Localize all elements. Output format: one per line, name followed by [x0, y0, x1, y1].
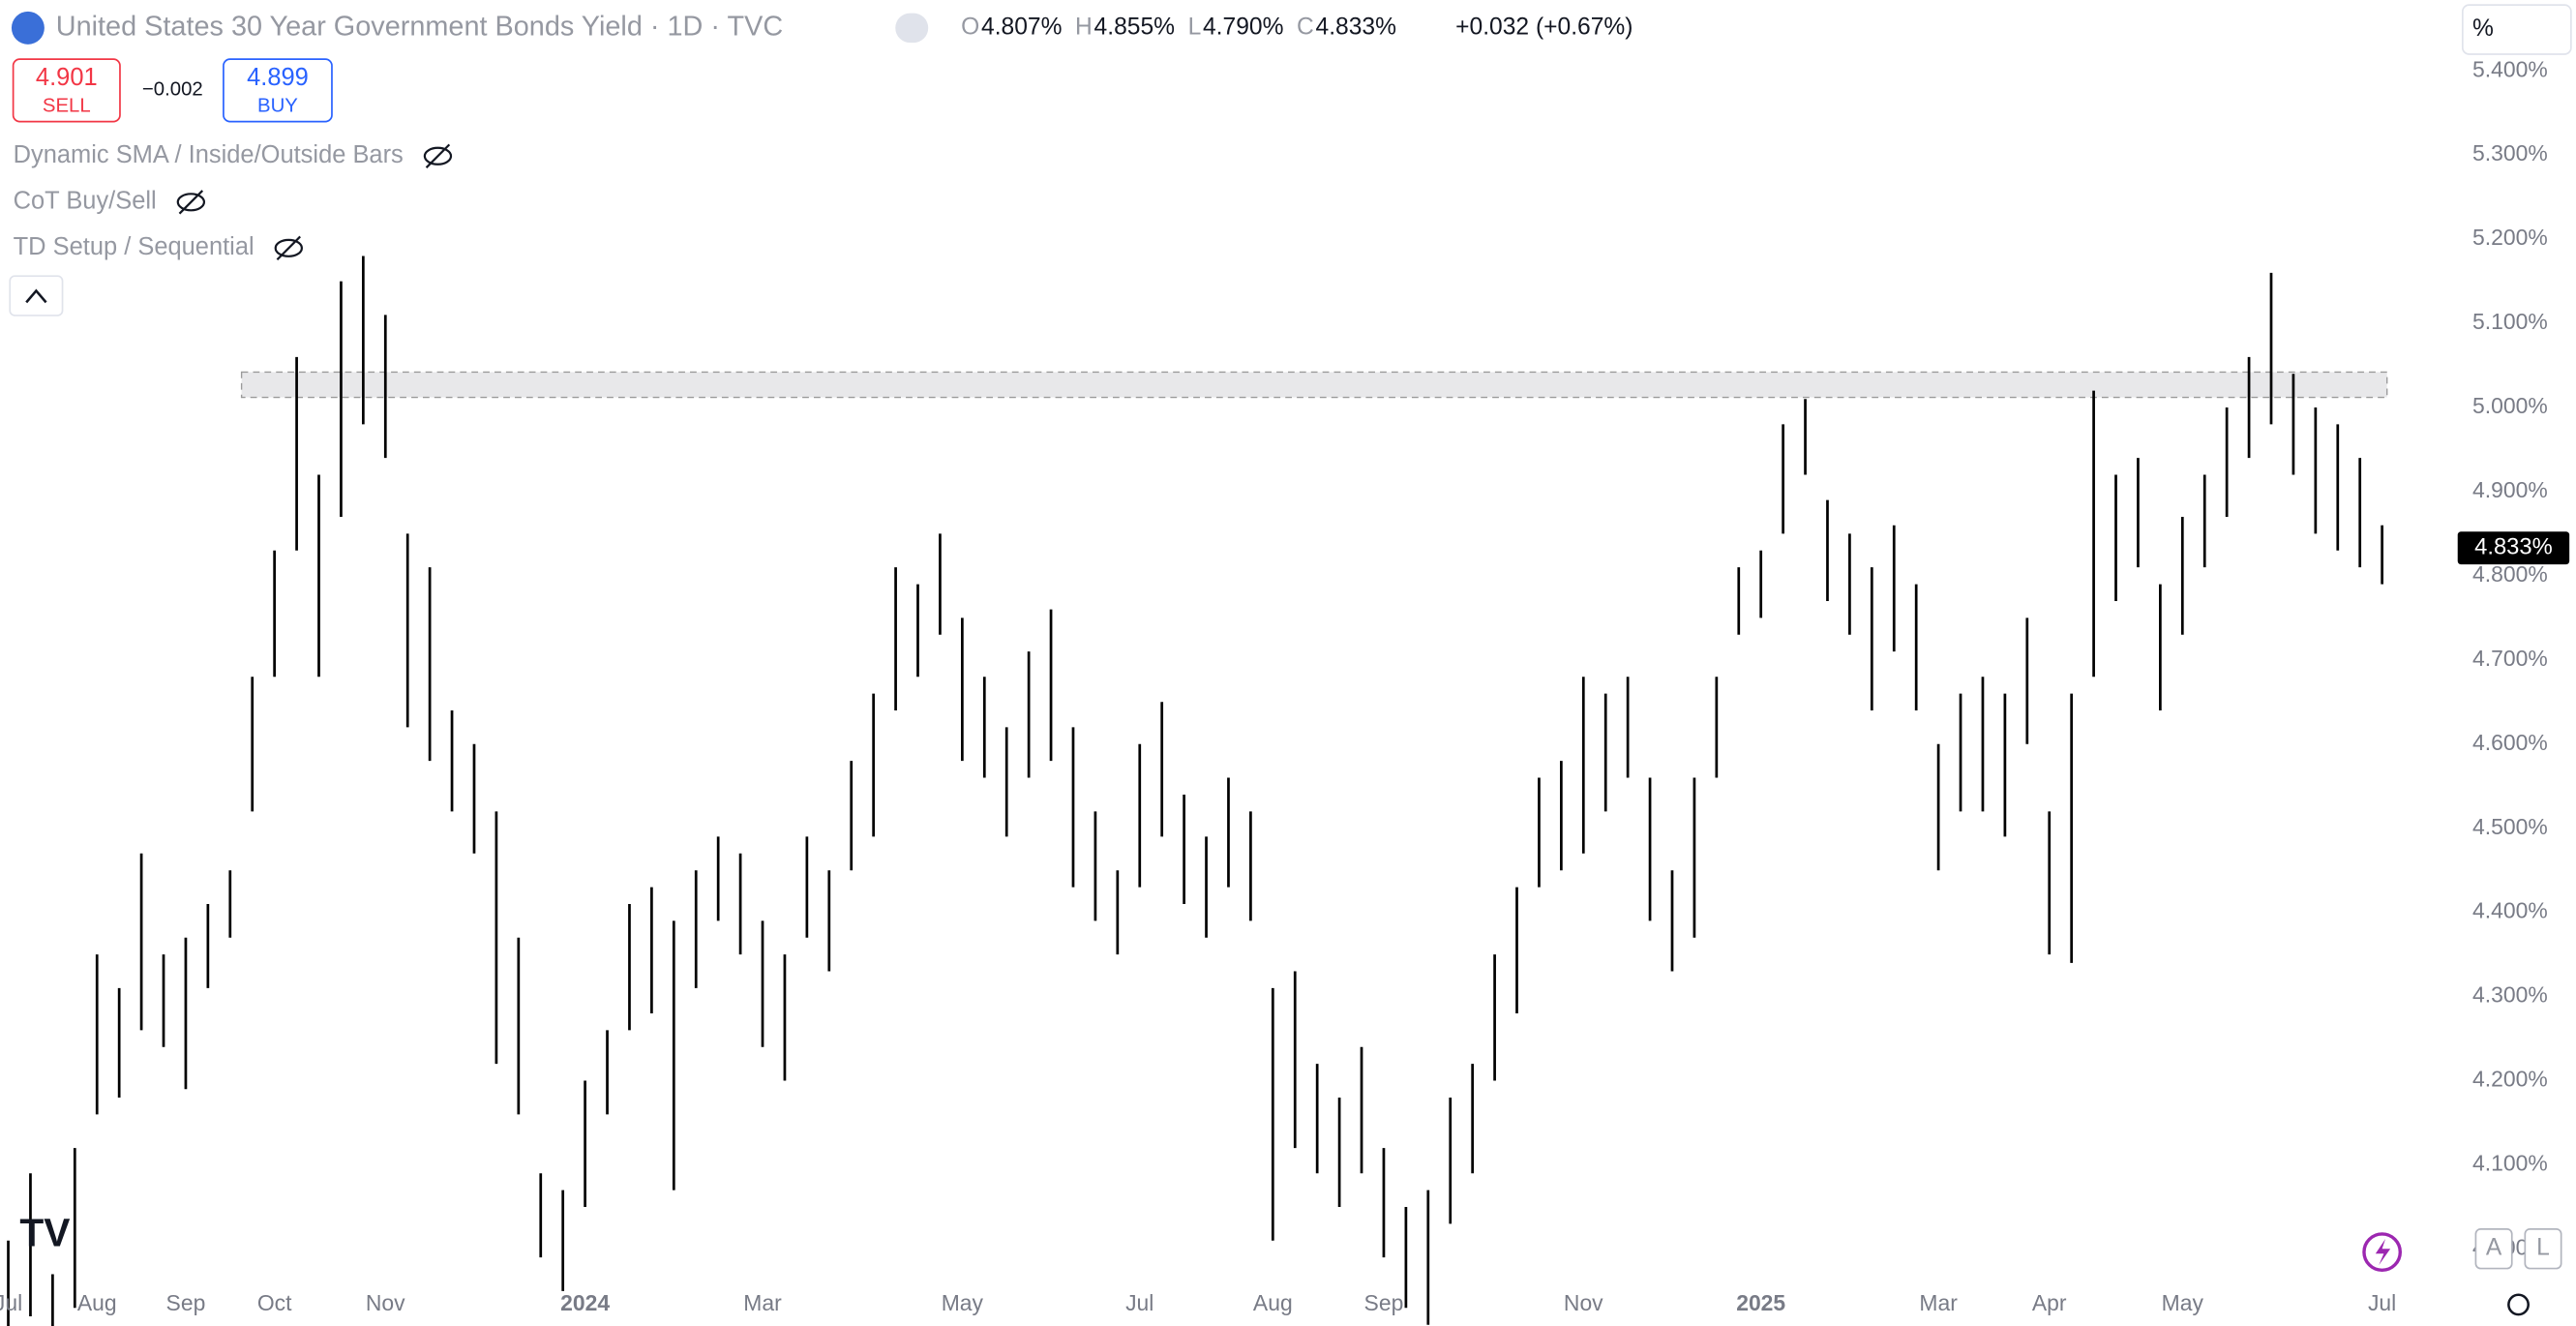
indicator-name: Dynamic SMA / Inside/Outside Bars — [14, 141, 404, 168]
sell-price: 4.901 — [36, 64, 98, 91]
last-price-badge — [2457, 531, 2570, 565]
x-tick-label: Aug — [77, 1290, 117, 1315]
lightning-icon[interactable] — [2362, 1232, 2403, 1272]
x-tick-label: Jul — [2368, 1290, 2396, 1315]
sell-label: SELL — [43, 96, 91, 117]
y-tick-label: 4.700% — [2472, 646, 2548, 671]
ohlc-value: 4.790% — [1203, 14, 1283, 40]
buy-label: BUY — [257, 96, 298, 117]
buy-button[interactable] — [223, 58, 333, 123]
y-tick-label: 5.200% — [2472, 225, 2548, 250]
hidden-eye-icon[interactable] — [423, 146, 453, 166]
unit-button[interactable] — [2461, 4, 2572, 55]
chevron-icon — [25, 288, 47, 304]
x-tick-label: 2024 — [560, 1290, 610, 1315]
x-tick-label: May — [942, 1290, 984, 1315]
y-tick-label: 4.900% — [2472, 477, 2548, 502]
ohlc-value: 4.833% — [1316, 14, 1396, 40]
logo: TV — [19, 1210, 70, 1254]
scale-button[interactable] — [2524, 1227, 2562, 1270]
y-tick-label: 4.500% — [2472, 814, 2548, 839]
plot: 4.000%4.100%4.200%4.300%4.400%4.500%4.60… — [0, 56, 2570, 1326]
x-tick-label: Apr — [2032, 1290, 2067, 1315]
lightning-glyph — [2375, 1239, 2391, 1266]
resistance-zone — [240, 371, 2388, 399]
y-tick-label: 4.300% — [2472, 982, 2548, 1008]
collapse-button[interactable] — [895, 13, 929, 44]
y-tick-label: 4.100% — [2472, 1151, 2548, 1176]
x-tick-label: Aug — [1253, 1290, 1293, 1315]
x-tick-label: Mar — [743, 1290, 782, 1315]
ohlc-value: 4.807% — [981, 14, 1062, 40]
ohlc-key: C — [1297, 14, 1314, 40]
y-tick-label: 5.100% — [2472, 309, 2548, 334]
x-tick-label: Sep — [166, 1290, 206, 1315]
hide-indicators[interactable] — [9, 275, 64, 316]
ohlc-legend: O 4.807% H 4.855% L 4.790% C 4.833% — [961, 14, 1396, 40]
ohlc-key: L — [1188, 14, 1202, 40]
eye-slash — [276, 235, 301, 261]
y-tick-label: 4.600% — [2472, 730, 2548, 755]
y-tick-label: 5.300% — [2472, 140, 2548, 166]
x-tick-label: Mar — [1919, 1290, 1958, 1315]
x-tick-label: Jul — [0, 1290, 22, 1315]
y-tick-label: 4.400% — [2472, 898, 2548, 923]
unit-label: % — [2472, 15, 2494, 42]
sell-button[interactable] — [12, 58, 121, 123]
y-tick-label: 4.800% — [2472, 561, 2548, 587]
indicator-name: CoT Buy/Sell — [14, 188, 157, 215]
scale-button-label: A — [2486, 1235, 2502, 1261]
settings-icon[interactable] — [2507, 1293, 2530, 1316]
ohlc-key: H — [1075, 14, 1093, 40]
indicator-name: TD Setup / Sequential — [14, 233, 255, 260]
indicator-list: Dynamic SMA / Inside/Outside Bars CoT Buy… — [14, 141, 453, 261]
scale-button-label: L — [2536, 1235, 2550, 1261]
buy-price: 4.899 — [247, 64, 309, 91]
hidden-eye-icon[interactable] — [176, 193, 206, 212]
x-tick-label: May — [2162, 1290, 2204, 1315]
y-tick-label: 4.200% — [2472, 1067, 2548, 1092]
spread: −0.002 — [142, 79, 203, 101]
last-price-label: 4.833% — [2474, 533, 2553, 559]
y-tick-label: 5.000% — [2472, 393, 2548, 418]
x-tick-label: Nov — [366, 1290, 405, 1315]
ohlc-value: 4.855% — [1094, 14, 1175, 40]
change: +0.032 (+0.67%) — [1455, 14, 1632, 40]
eye-slash — [178, 190, 204, 215]
scale-button[interactable] — [2474, 1227, 2513, 1270]
ohlc-key: O — [961, 14, 979, 40]
x-tick-label: Jul — [1125, 1290, 1153, 1315]
x-tick-label: Oct — [257, 1290, 292, 1315]
y-tick-label: 5.400% — [2472, 56, 2548, 81]
flag-icon — [11, 11, 45, 45]
symbol-title: United States 30 Year Government Bonds Y… — [56, 11, 783, 42]
x-tick-label: Sep — [1364, 1290, 1404, 1315]
x-tick-label: 2025 — [1736, 1290, 1785, 1315]
x-tick-label: Nov — [1564, 1290, 1603, 1315]
eye-slash — [425, 143, 451, 168]
hidden-eye-icon[interactable] — [274, 238, 303, 257]
